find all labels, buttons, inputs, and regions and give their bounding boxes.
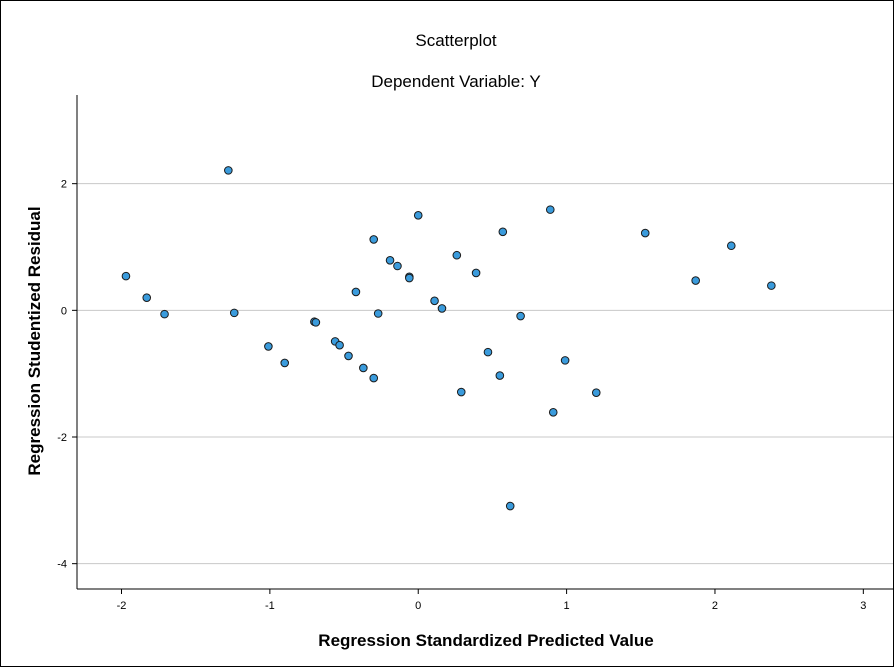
scatter-point: [591, 388, 601, 397]
scatter-point: [726, 241, 736, 251]
scatter-point: [393, 261, 402, 271]
data-points: [121, 166, 776, 511]
scatter-point: [640, 228, 650, 238]
scatter-point: [335, 340, 344, 350]
scatter-point: [691, 276, 700, 285]
scatter-point: [767, 281, 776, 290]
scatter-point: [224, 166, 233, 175]
y-tick-label: -2: [57, 432, 67, 444]
x-tick-label: 0: [415, 600, 421, 612]
scatter-point: [369, 235, 379, 244]
scatter-point: [413, 211, 423, 220]
scatter-point: [452, 250, 462, 260]
y-tick-label: -4: [57, 559, 67, 571]
scatter-point: [160, 309, 169, 319]
scatter-point: [498, 227, 508, 237]
scatter-point: [142, 293, 152, 302]
scatter-point: [385, 255, 395, 265]
scatter-point: [311, 318, 321, 327]
scatter-point: [548, 408, 558, 417]
scatter-point: [471, 268, 481, 278]
y-tick-label: 0: [61, 305, 67, 317]
x-tick-label: 2: [712, 600, 718, 612]
gridlines: [77, 183, 893, 565]
scatter-point: [405, 273, 414, 283]
scatter-point: [351, 287, 361, 297]
chart-title: Scatterplot: [415, 31, 497, 50]
scatter-point: [516, 311, 525, 321]
x-tick-label: 3: [860, 600, 866, 612]
scatter-point: [264, 342, 273, 351]
x-tick-label: 1: [564, 600, 570, 612]
x-tick-label: -1: [265, 600, 275, 612]
scatter-point: [560, 356, 570, 365]
scatter-point: [344, 351, 353, 361]
scatter-point: [359, 363, 368, 373]
scatter-point: [505, 501, 515, 511]
scatter-point: [373, 309, 383, 318]
axis-ticks: -4 -2 0 2 -2 -1 0 1 2 3: [57, 179, 866, 612]
scatter-point: [495, 371, 505, 380]
scatter-point: [430, 296, 439, 306]
scatter-point: [121, 271, 131, 281]
chart-subtitle: Dependent Variable: Y: [371, 72, 541, 91]
x-tick-label: -2: [117, 600, 127, 612]
x-axis-title: Regression Standardized Predicted Value: [318, 631, 653, 650]
scatter-point: [483, 347, 493, 357]
scatter-point: [280, 358, 290, 368]
scatter-point: [545, 205, 555, 214]
scatter-point: [369, 373, 379, 383]
y-tick-label: 2: [61, 179, 67, 191]
scatter-point: [456, 387, 466, 397]
scatter-point: [437, 304, 447, 313]
scatter-point: [229, 308, 239, 318]
y-axis-title: Regression Studentized Residual: [25, 206, 44, 475]
